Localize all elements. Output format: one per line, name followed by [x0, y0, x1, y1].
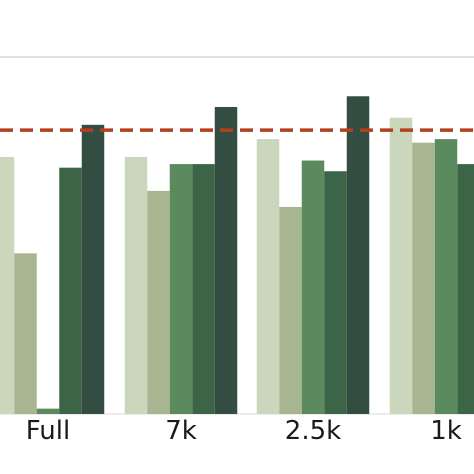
bar-Full-series-4	[59, 167, 82, 414]
bar-2.5k-series-2	[279, 206, 302, 414]
bar-Full-series-1	[0, 156, 15, 414]
bar-7k-series-1	[124, 156, 148, 414]
bar-1k-series-3	[434, 139, 458, 415]
bar-7k-series-2	[147, 190, 170, 414]
bar-Full-series-5	[81, 124, 105, 414]
bar-7k-series-4	[192, 164, 215, 414]
bar-1k-series-2	[412, 142, 435, 414]
bar-Full-series-2	[14, 253, 37, 414]
bar-Full-series-3	[36, 408, 60, 414]
bar-2.5k-series-3	[301, 160, 325, 414]
bars	[0, 96, 474, 415]
bar-7k-series-3	[169, 164, 193, 414]
x-tick-label-Full: Full	[26, 416, 70, 446]
bar-2.5k-series-4	[324, 171, 347, 414]
bar-7k-series-5	[214, 106, 238, 414]
x-tick-label-1k: 1k	[430, 416, 462, 446]
bar-2.5k-series-1	[256, 139, 280, 415]
bar-2.5k-series-5	[346, 96, 370, 415]
x-tick-label-2.5k: 2.5k	[285, 416, 341, 446]
bar-1k-series-4	[457, 164, 474, 414]
x-tick-labels: Full 7k 2.5k 1k	[26, 416, 462, 446]
x-tick-label-7k: 7k	[165, 416, 197, 446]
bar-1k-series-1	[389, 117, 413, 414]
